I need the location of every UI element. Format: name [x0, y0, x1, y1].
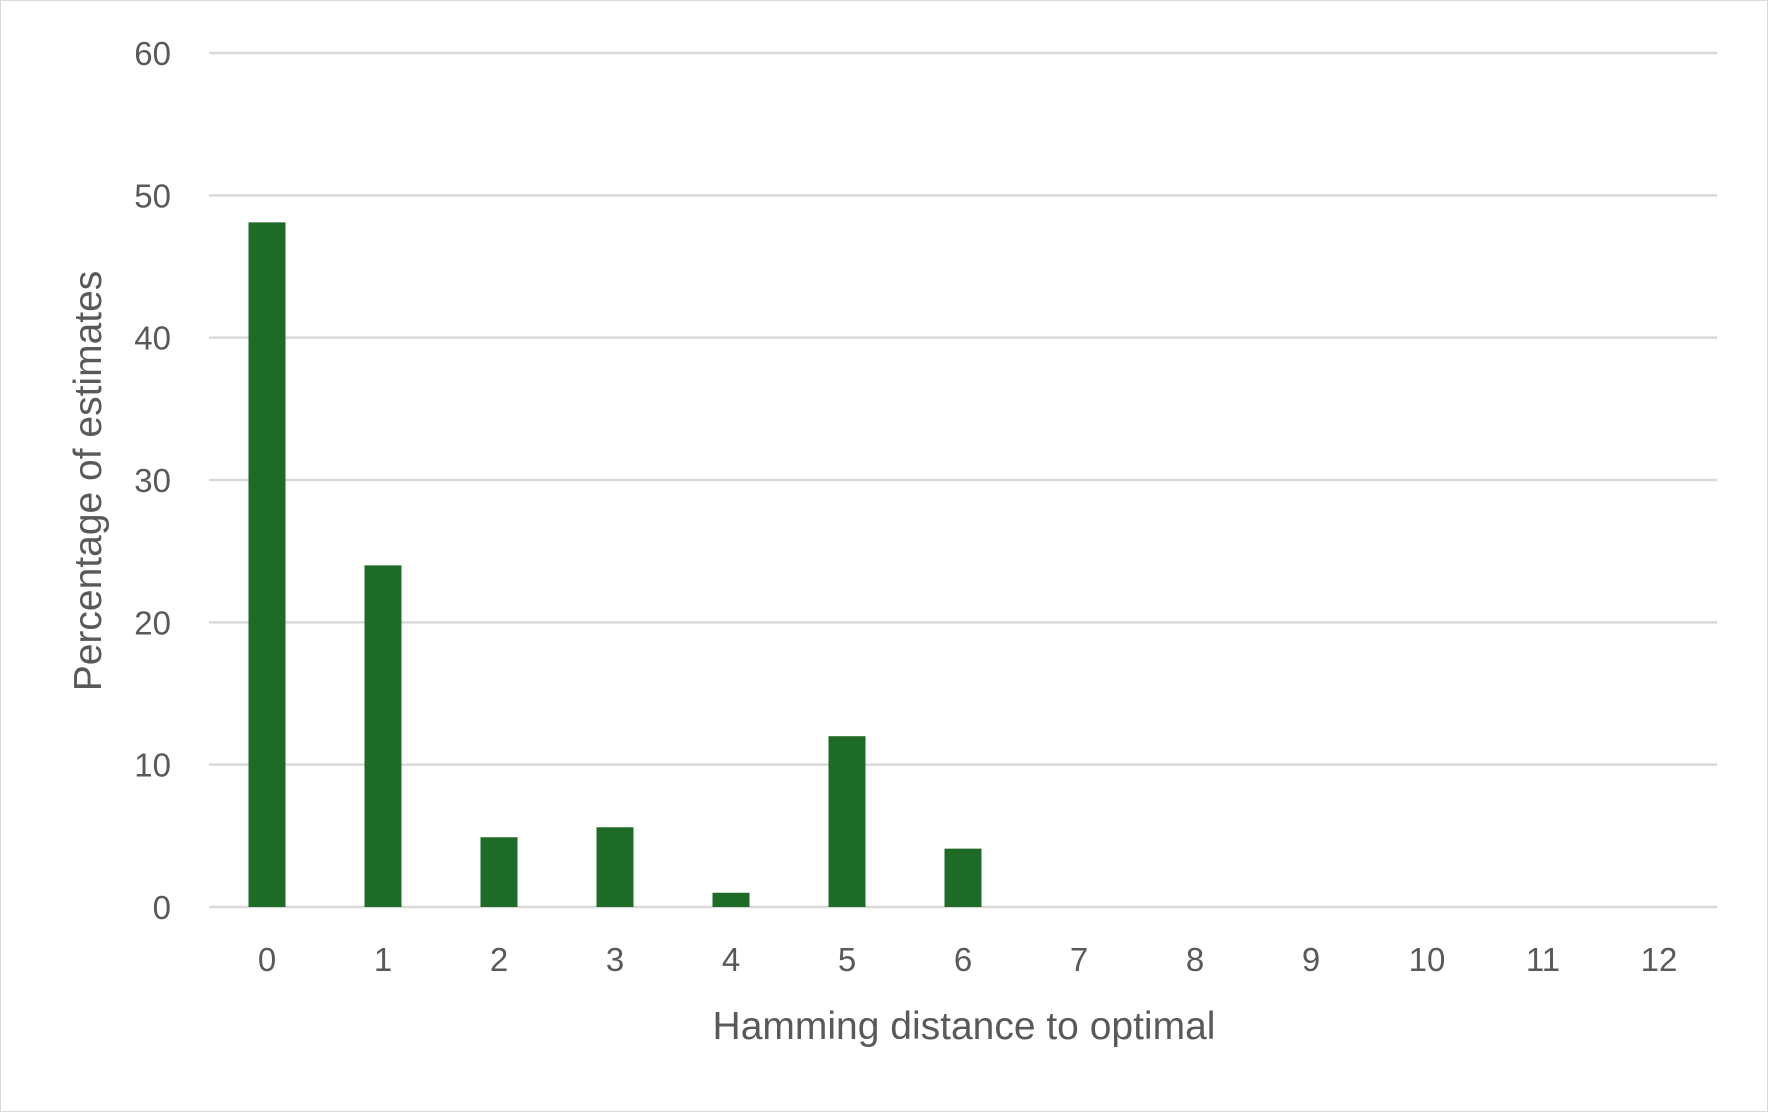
y-tick-label: 30: [134, 462, 171, 499]
x-tick-label: 0: [258, 941, 276, 978]
y-axis-title: Percentage of estimates: [67, 271, 110, 692]
x-tick-label: 4: [722, 941, 740, 978]
bar-2: [480, 837, 518, 907]
x-tick-label: 1: [374, 941, 392, 978]
y-tick-label: 40: [134, 320, 171, 357]
bar-5: [828, 736, 866, 907]
y-tick-label: 50: [134, 177, 171, 214]
bar-4: [712, 892, 750, 907]
x-tick-label: 6: [954, 941, 972, 978]
y-axis-tick-labels: 0 10 20 30 40 50 60: [134, 35, 171, 926]
y-tick-label: 10: [134, 747, 171, 784]
bar-3: [596, 827, 634, 907]
x-tick-label: 10: [1409, 941, 1446, 978]
gridlines: [209, 51, 1717, 909]
x-tick-label: 7: [1070, 941, 1088, 978]
bar-6: [944, 848, 982, 907]
x-axis-tick-labels: 0 1 2 3 4 5 6 7 8 9 10 11 12: [258, 941, 1678, 978]
x-tick-label: 11: [1526, 941, 1560, 978]
x-tick-label: 5: [838, 941, 856, 978]
y-tick-label: 0: [153, 889, 171, 926]
y-tick-label: 60: [134, 35, 171, 72]
x-tick-label: 12: [1641, 941, 1678, 978]
bars: [248, 222, 982, 908]
bar-1: [364, 565, 402, 907]
x-tick-label: 8: [1186, 941, 1204, 978]
x-tick-label: 9: [1302, 941, 1320, 978]
x-tick-label: 3: [606, 941, 624, 978]
x-tick-label: 2: [490, 941, 508, 978]
y-tick-label: 20: [134, 604, 171, 641]
x-axis-title: Hamming distance to optimal: [713, 1005, 1216, 1048]
bar-0: [248, 222, 286, 908]
